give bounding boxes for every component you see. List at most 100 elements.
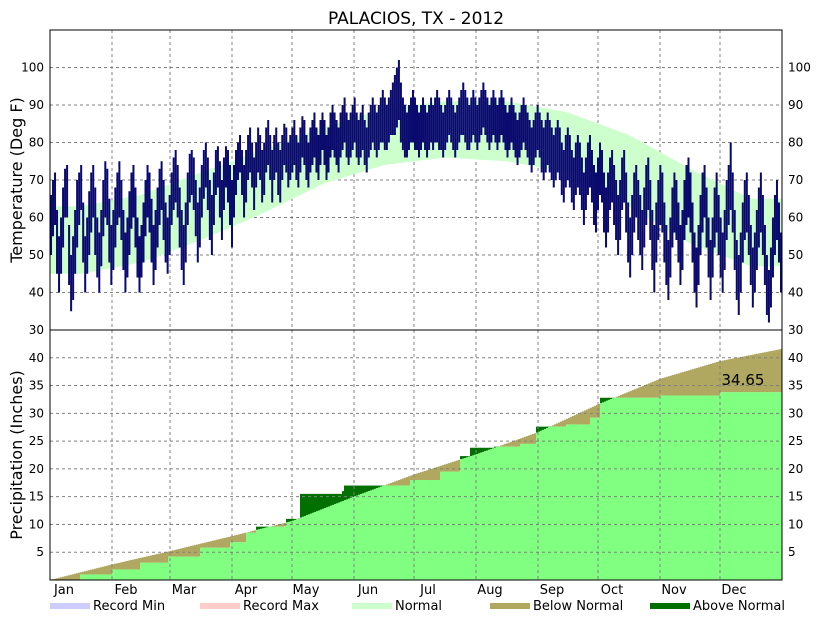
temperature-daily-bar <box>391 82 394 135</box>
precipitation-below-normal-segment <box>176 549 179 557</box>
temperature-daily-bar <box>152 225 155 285</box>
precipitation-below-normal-segment <box>552 425 555 427</box>
precipitation-below-normal-segment <box>134 559 137 570</box>
precipitation-ytick-right: 40 <box>788 351 803 365</box>
precipitation-below-normal-segment <box>56 578 59 580</box>
precipitation-above-normal-segment <box>464 456 467 458</box>
temperature-daily-bar <box>212 172 215 225</box>
precipitation-observed-segment <box>186 556 189 580</box>
precipitation-observed-segment <box>656 397 659 580</box>
precipitation-observed-segment <box>130 569 133 580</box>
precipitation-above-normal-segment <box>336 493 339 504</box>
precipitation-below-normal-segment <box>408 476 411 486</box>
temperature-daily-bar <box>482 82 485 128</box>
temperature-daily-bar <box>200 165 203 218</box>
temperature-daily-bar <box>629 217 632 278</box>
precipitation-observed-segment <box>112 569 115 580</box>
precipitation-below-normal-segment <box>240 533 243 543</box>
temperature-daily-bar <box>371 97 374 143</box>
temperature-daily-bar <box>578 142 581 195</box>
precipitation-observed-segment <box>518 446 521 580</box>
temperature-daily-bar <box>504 105 507 150</box>
precipitation-above-normal-segment <box>476 447 479 455</box>
precipitation-observed-segment <box>438 480 441 580</box>
temperature-daily-bar <box>140 225 143 278</box>
temperature-daily-bar <box>184 202 187 263</box>
precipitation-observed-segment <box>308 514 311 580</box>
precipitation-below-normal-segment <box>776 349 779 393</box>
precipitation-observed-segment <box>598 417 601 580</box>
precipitation-observed-segment <box>774 392 777 580</box>
precipitation-below-normal-segment <box>92 569 95 575</box>
precipitation-observed-segment <box>558 426 561 580</box>
precipitation-below-normal-segment <box>758 353 761 393</box>
temperature-daily-bar <box>174 150 177 203</box>
temperature-daily-bar <box>617 195 620 255</box>
precipitation-observed-segment <box>692 395 695 580</box>
temperature-daily-bar <box>456 105 459 150</box>
precipitation-below-normal-segment <box>448 463 451 472</box>
temperature-daily-bar <box>399 82 402 143</box>
precipitation-above-normal-segment <box>302 493 305 517</box>
precipitation-observed-segment <box>460 459 463 580</box>
precipitation-below-normal-segment <box>760 353 763 393</box>
precipitation-below-normal-segment <box>154 554 157 563</box>
precipitation-observed-segment <box>570 424 573 580</box>
temperature-daily-bar <box>172 157 175 210</box>
temperature-daily-bar <box>428 105 431 150</box>
precipitation-below-normal-segment <box>704 365 707 396</box>
precipitation-observed-segment <box>526 443 529 580</box>
precipitation-below-normal-segment <box>756 353 759 393</box>
precipitation-observed-segment <box>414 480 417 580</box>
precipitation-observed-segment <box>580 424 583 580</box>
precipitation-observed-segment <box>174 556 177 580</box>
precipitation-below-normal-segment <box>750 355 753 393</box>
temperature-daily-bar <box>92 165 95 218</box>
precipitation-below-normal-segment <box>628 391 631 398</box>
precipitation-observed-segment <box>520 443 523 580</box>
temperature-daily-bar <box>546 112 549 165</box>
precipitation-below-normal-segment <box>698 367 701 396</box>
precipitation-observed-segment <box>246 532 249 580</box>
temperature-daily-bar <box>204 142 207 188</box>
precipitation-observed-segment <box>582 424 585 580</box>
precipitation-observed-segment <box>750 392 753 580</box>
precipitation-observed-segment <box>386 485 389 580</box>
precipitation-observed-segment <box>154 562 157 580</box>
temperature-daily-bar <box>422 97 425 143</box>
precipitation-observed-segment <box>728 392 731 580</box>
temperature-daily-bar <box>510 97 513 143</box>
temperature-daily-bar <box>590 150 593 203</box>
temperature-daily-bar <box>277 142 280 195</box>
temperature-ytick-left: 40 <box>29 286 44 300</box>
temperature-daily-bar <box>275 127 278 173</box>
temperature-daily-bar <box>313 112 316 158</box>
temperature-daily-bar <box>269 135 272 180</box>
precipitation-observed-segment <box>730 392 733 580</box>
month-label: Oct <box>601 583 623 598</box>
temperature-daily-bar <box>271 150 274 203</box>
precipitation-below-normal-segment <box>430 468 433 480</box>
temperature-daily-bar <box>379 97 382 143</box>
precipitation-below-normal-segment <box>580 412 583 425</box>
temperature-daily-bar <box>723 210 726 270</box>
precipitation-above-normal-segment <box>376 485 379 489</box>
precipitation-observed-segment <box>698 395 701 580</box>
precipitation-below-normal-segment <box>666 376 669 396</box>
precipitation-observed-segment <box>736 392 739 580</box>
precipitation-observed-segment <box>398 485 401 580</box>
temperature-daily-bar <box>194 180 197 237</box>
precipitation-observed-segment <box>182 556 185 580</box>
temperature-daily-bar <box>317 135 320 180</box>
precipitation-above-normal-segment <box>344 485 347 501</box>
precipitation-observed-segment <box>296 519 299 580</box>
temperature-yticks-right: 40 50 60 70 80 90 100 30 <box>788 61 811 338</box>
precipitation-below-normal-segment <box>72 574 75 580</box>
precipitation-below-normal-segment <box>76 573 79 580</box>
temperature-daily-bar <box>363 120 366 165</box>
temperature-daily-bar <box>580 157 583 210</box>
precipitation-observed-segment <box>116 569 119 580</box>
precipitation-panel: 5 10 15 20 25 30 35 40 5 10 15 20 25 30 35 40 Precipit… <box>7 329 803 581</box>
precipitation-observed-segment <box>554 426 557 580</box>
precipitation-observed-segment <box>428 480 431 580</box>
